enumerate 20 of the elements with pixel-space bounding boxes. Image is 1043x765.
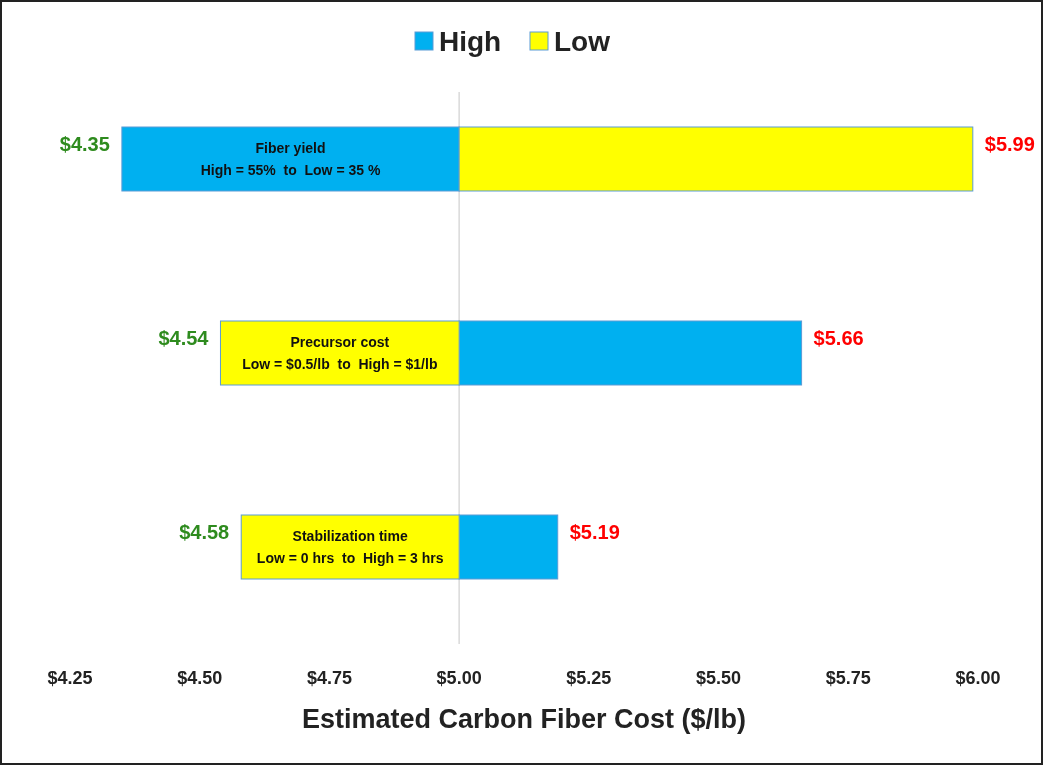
x-tick-label: $5.25 xyxy=(566,668,612,688)
x-tick-label: $4.25 xyxy=(47,668,93,688)
annotation: $5.99 xyxy=(984,133,1035,155)
y-tick-label: Precursor cost Low = $0.5/lb to High = $1/lb xyxy=(242,334,438,372)
x-tick-label: $6.00 xyxy=(955,668,1001,688)
y-tick-label: Stabilization time Low = 0 hrs to High = 3 hrs xyxy=(256,528,444,566)
x-axis-title: Estimated Carbon Fiber Cost ($/lb) xyxy=(301,704,747,734)
x-tick-label: $5.75 xyxy=(825,668,871,688)
annotation: $4.35 xyxy=(59,133,110,155)
annotation: $5.19 xyxy=(569,521,620,543)
x-tick-label: $5.00 xyxy=(436,668,482,688)
x-tick-label: $5.50 xyxy=(696,668,742,688)
annotation: $5.66 xyxy=(813,327,864,349)
x-tick-label: $4.50 xyxy=(177,668,223,688)
x-tick-label: $4.75 xyxy=(306,668,352,688)
annotation: $4.54 xyxy=(158,327,210,349)
annotation: $4.58 xyxy=(179,521,230,543)
y-tick-label: Fiber yield High = 55% to Low = 35 % xyxy=(200,140,381,178)
legend-label: High xyxy=(439,26,502,57)
legend-label: Low xyxy=(554,26,611,57)
